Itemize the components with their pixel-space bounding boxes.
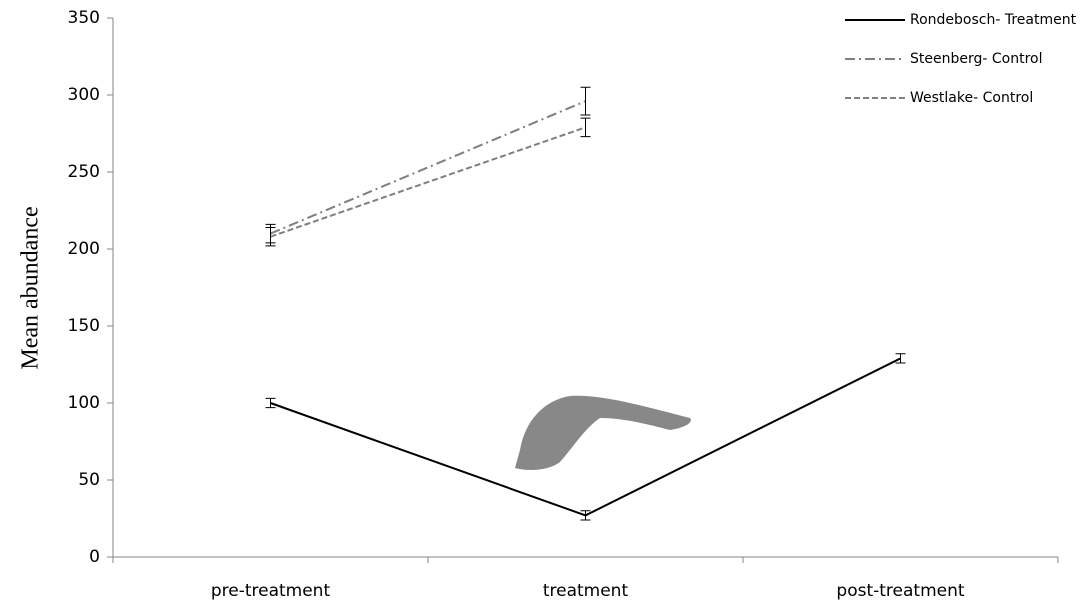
error-bar: [581, 118, 591, 136]
x-tick-label: treatment: [543, 581, 629, 601]
error-bar: [266, 398, 276, 407]
series-line: [271, 127, 586, 236]
chart: Mean abundance 0 50 100 150 200 250 300 350 pre-…: [0, 0, 1083, 609]
bird-image: [515, 396, 691, 470]
x-tick-label: pre-treatment: [211, 581, 331, 601]
y-tick-label: 150: [68, 316, 100, 336]
error-bar: [581, 511, 591, 520]
y-tick-label: 50: [78, 470, 100, 490]
y-tick-label: 100: [68, 393, 100, 413]
series-line: [271, 358, 901, 515]
legend-label: Steenberg- Control: [910, 51, 1042, 67]
y-tick-label: 0: [89, 547, 100, 567]
error-bar: [896, 354, 906, 363]
y-tick-label: 250: [68, 162, 100, 182]
y-axis-label: Mean abundance: [18, 206, 44, 369]
y-tick-label: 300: [68, 85, 100, 105]
error-bar: [581, 87, 591, 115]
y-tick-label: 350: [68, 8, 100, 28]
y-tick-label: 200: [68, 239, 100, 259]
legend-label: Westlake- Control: [910, 90, 1033, 106]
legend-label: Rondebosch- Treatment: [910, 12, 1077, 28]
x-tick-label: post-treatment: [836, 581, 964, 601]
series-line: [271, 101, 586, 233]
